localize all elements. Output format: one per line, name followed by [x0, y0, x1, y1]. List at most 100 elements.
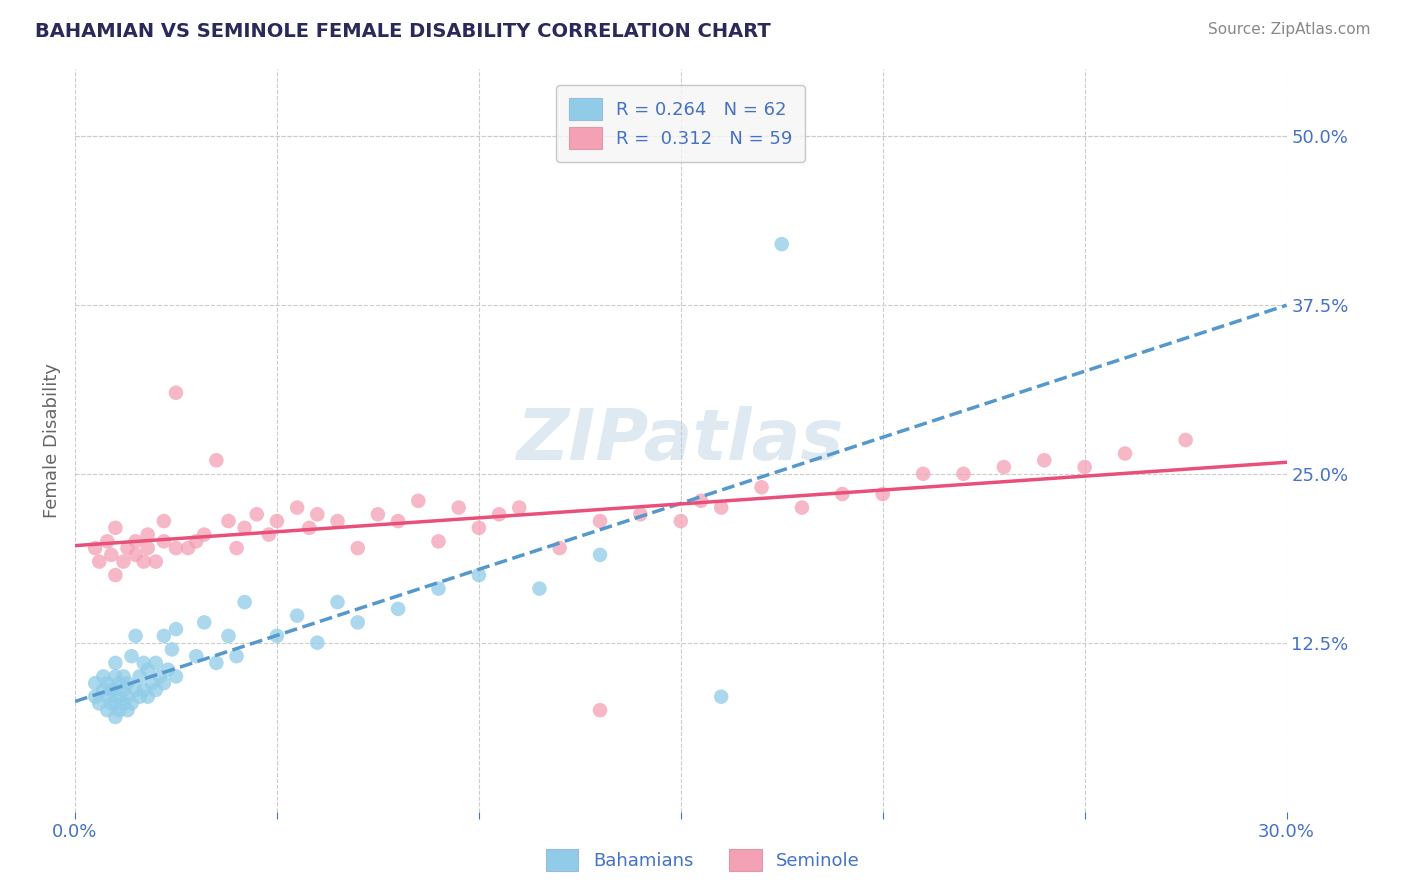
Point	[136, 690, 159, 704]
Point	[160, 642, 183, 657]
Point	[112, 682, 135, 697]
Text: BAHAMIAN VS SEMINOLE FEMALE DISABILITY CORRELATION CHART: BAHAMIAN VS SEMINOLE FEMALE DISABILITY C…	[35, 22, 770, 41]
Point	[346, 615, 368, 630]
Point	[117, 690, 139, 704]
Point	[387, 514, 409, 528]
Point	[100, 697, 122, 711]
Point	[669, 514, 692, 528]
Point	[104, 710, 127, 724]
Point	[326, 514, 349, 528]
Point	[117, 541, 139, 555]
Point	[145, 555, 167, 569]
Point	[91, 682, 114, 697]
Text: ZIPatlas: ZIPatlas	[517, 406, 845, 475]
Point	[257, 527, 280, 541]
Point	[266, 629, 288, 643]
Point	[108, 676, 131, 690]
Legend: Bahamians, Seminole: Bahamians, Seminole	[538, 842, 868, 879]
Point	[218, 629, 240, 643]
Point	[447, 500, 470, 515]
Point	[1073, 460, 1095, 475]
Legend: R = 0.264   N = 62, R =  0.312   N = 59: R = 0.264 N = 62, R = 0.312 N = 59	[557, 85, 806, 161]
Point	[112, 555, 135, 569]
Point	[225, 649, 247, 664]
Point	[710, 690, 733, 704]
Point	[468, 521, 491, 535]
Point	[529, 582, 551, 596]
Point	[266, 514, 288, 528]
Point	[100, 548, 122, 562]
Point	[177, 541, 200, 555]
Point	[108, 690, 131, 704]
Point	[136, 527, 159, 541]
Point	[205, 453, 228, 467]
Point	[124, 548, 146, 562]
Point	[153, 514, 176, 528]
Point	[307, 635, 329, 649]
Point	[952, 467, 974, 481]
Point	[186, 649, 208, 664]
Point	[233, 595, 256, 609]
Point	[117, 676, 139, 690]
Point	[121, 649, 143, 664]
Point	[136, 541, 159, 555]
Point	[89, 697, 111, 711]
Point	[427, 534, 450, 549]
Point	[132, 656, 155, 670]
Point	[589, 548, 612, 562]
Point	[104, 669, 127, 683]
Point	[225, 541, 247, 555]
Point	[121, 697, 143, 711]
Point	[690, 493, 713, 508]
Point	[104, 521, 127, 535]
Point	[132, 555, 155, 569]
Point	[124, 534, 146, 549]
Point	[285, 500, 308, 515]
Point	[710, 500, 733, 515]
Point	[124, 629, 146, 643]
Point	[285, 608, 308, 623]
Point	[145, 682, 167, 697]
Point	[149, 669, 172, 683]
Point	[91, 669, 114, 683]
Point	[156, 663, 179, 677]
Point	[104, 568, 127, 582]
Point	[117, 703, 139, 717]
Point	[427, 582, 450, 596]
Point	[387, 602, 409, 616]
Text: Source: ZipAtlas.com: Source: ZipAtlas.com	[1208, 22, 1371, 37]
Point	[408, 493, 430, 508]
Point	[84, 690, 107, 704]
Point	[831, 487, 853, 501]
Point	[104, 697, 127, 711]
Point	[165, 541, 187, 555]
Point	[165, 622, 187, 636]
Point	[628, 508, 651, 522]
Point	[589, 514, 612, 528]
Point	[128, 690, 150, 704]
Point	[153, 534, 176, 549]
Point	[128, 669, 150, 683]
Point	[84, 676, 107, 690]
Point	[153, 629, 176, 643]
Point	[770, 237, 793, 252]
Point	[112, 669, 135, 683]
Point	[153, 676, 176, 690]
Point	[165, 669, 187, 683]
Point	[218, 514, 240, 528]
Point	[488, 508, 510, 522]
Point	[307, 508, 329, 522]
Point	[84, 541, 107, 555]
Point	[136, 663, 159, 677]
Point	[104, 682, 127, 697]
Point	[1174, 433, 1197, 447]
Point	[233, 521, 256, 535]
Point	[468, 568, 491, 582]
Point	[912, 467, 935, 481]
Point	[112, 697, 135, 711]
Point	[193, 527, 215, 541]
Point	[186, 534, 208, 549]
Point	[124, 682, 146, 697]
Point	[346, 541, 368, 555]
Point	[751, 480, 773, 494]
